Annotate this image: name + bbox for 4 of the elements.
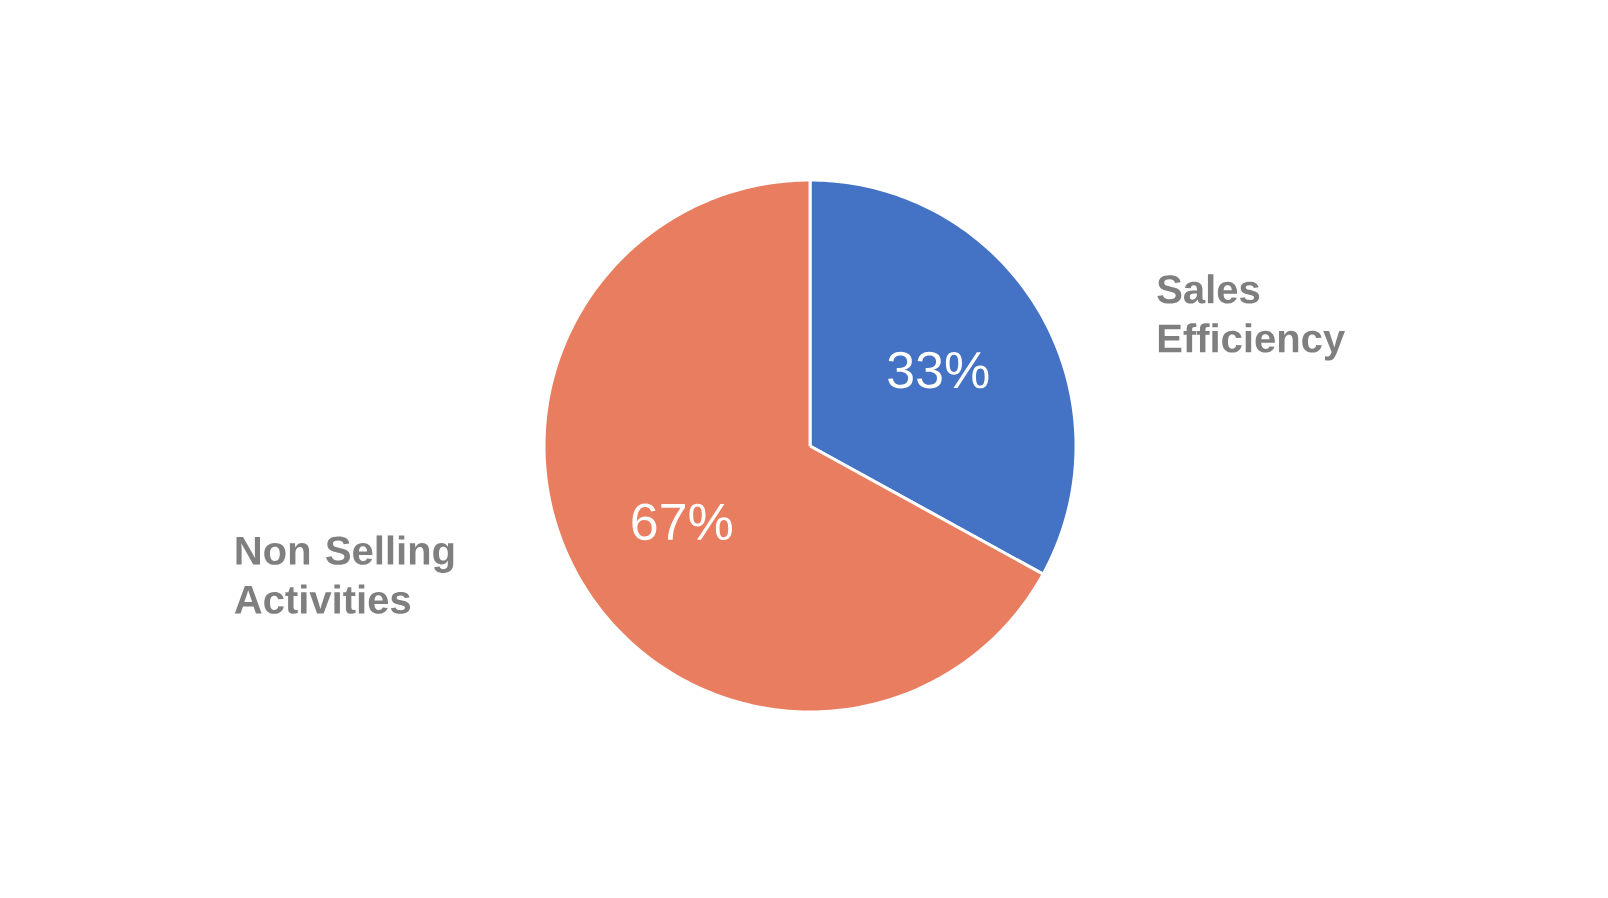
slice-label: Sales Efficiency: [1157, 274, 1345, 361]
data-label: 33%: [888, 351, 989, 389]
slice-label: Non Selling Activities: [234, 535, 454, 614]
data-label: 67%: [632, 503, 732, 541]
